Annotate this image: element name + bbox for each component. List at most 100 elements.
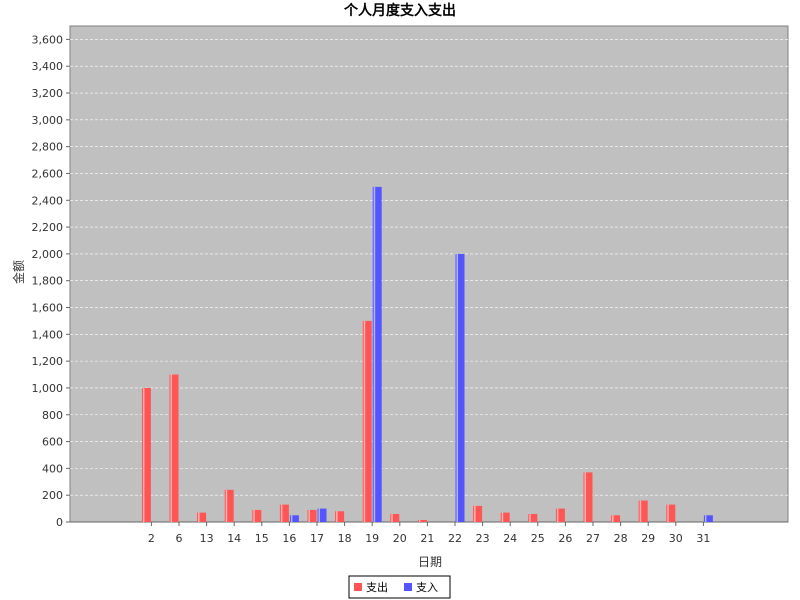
bar-income — [289, 515, 299, 522]
bar-expense — [390, 513, 400, 522]
x-axis: 2 6 13 14 15 16 17 18 19 20 21 22 23 24 25 26 27 28 29 30 31 — [70, 521, 788, 545]
x-tick-label: 30 — [669, 532, 683, 545]
bar-expense — [197, 512, 207, 522]
bar-expense — [362, 320, 372, 522]
bars — [141, 186, 713, 522]
legend-label: 支入 — [416, 581, 438, 594]
bar-highlight — [198, 512, 200, 522]
y-tick-label: 1,200 — [32, 355, 64, 368]
bar-highlight — [612, 515, 614, 522]
chart-title: 个人月度支入支出 — [343, 2, 456, 19]
bar-highlight — [253, 509, 255, 522]
y-tick-label: 0 — [56, 516, 63, 529]
bar-highlight — [290, 515, 293, 522]
y-tick-label: 1,800 — [32, 275, 64, 288]
bar-expense — [611, 515, 621, 522]
x-tick-label: 28 — [614, 532, 628, 545]
bar-highlight — [308, 509, 310, 522]
bar-highlight — [363, 320, 366, 522]
x-tick-label: 17 — [310, 532, 324, 545]
y-tick-label: 1,600 — [32, 302, 64, 315]
bar-highlight — [639, 500, 642, 522]
x-tick-label: 18 — [338, 532, 352, 545]
x-tick-label: 21 — [420, 532, 434, 545]
legend-swatch — [404, 583, 412, 591]
x-tick-label: 26 — [558, 532, 572, 545]
bar-highlight — [556, 508, 559, 522]
y-axis: 0 200 400 600 800 1,000 1,200 1,400 1,600 1,800 2,… — [32, 33, 70, 529]
bar-highlight — [142, 387, 145, 522]
bar-expense — [279, 504, 289, 522]
bar-expense — [307, 509, 317, 522]
legend-box — [348, 575, 451, 599]
bar-highlight — [391, 513, 393, 522]
bar-income — [703, 515, 713, 522]
bar-income — [317, 508, 327, 522]
plot-area — [69, 25, 789, 523]
y-tick-label: 2,000 — [32, 248, 64, 261]
x-tick-label: 22 — [448, 532, 462, 545]
x-tick-label: 24 — [503, 532, 517, 545]
x-tick-label: 19 — [365, 532, 379, 545]
x-tick-label: 23 — [476, 532, 490, 545]
bar-expense — [638, 500, 648, 522]
x-tick-label: 29 — [641, 532, 655, 545]
y-axis-label: 金额 — [11, 260, 26, 284]
bar-highlight — [667, 504, 669, 522]
bar-income — [455, 253, 465, 522]
x-tick-label: 14 — [227, 532, 241, 545]
y-tick-label: 1,400 — [32, 328, 64, 341]
bar-highlight — [584, 472, 586, 522]
y-tick-label: 2,600 — [32, 167, 64, 180]
bar-expense — [141, 387, 151, 522]
legend-swatch — [354, 583, 362, 591]
x-tick-label: 15 — [255, 532, 269, 545]
bar-expense — [666, 504, 676, 522]
y-tick-label: 600 — [42, 436, 63, 449]
bar-highlight — [456, 253, 458, 522]
x-tick-label: 20 — [393, 532, 407, 545]
x-tick-label: 2 — [148, 532, 155, 545]
bar-income — [372, 186, 382, 522]
bar-highlight — [704, 515, 707, 522]
bar-expense — [583, 472, 593, 522]
bar-highlight — [501, 512, 504, 522]
x-tick-label: 16 — [282, 532, 296, 545]
x-tick-label: 27 — [586, 532, 600, 545]
x-tick-label: 25 — [531, 532, 545, 545]
legend-label: 支出 — [366, 580, 388, 594]
bar-highlight — [170, 374, 172, 522]
bar-expense — [500, 512, 510, 522]
bar-highlight — [529, 513, 531, 522]
x-tick-label: 31 — [696, 532, 710, 545]
x-tick-label: 6 — [176, 532, 183, 545]
y-tick-label: 800 — [42, 409, 63, 422]
bar-highlight — [336, 511, 338, 522]
bar-expense — [555, 508, 565, 522]
y-tick-label: 3,000 — [32, 114, 64, 127]
y-tick-label: 3,200 — [32, 87, 64, 100]
y-tick-label: 200 — [42, 489, 63, 502]
bar-highlight — [280, 504, 283, 522]
bar-expense — [335, 511, 345, 522]
bar-highlight — [373, 186, 376, 522]
bar-expense — [528, 513, 538, 522]
legend: 支出 支入 — [348, 575, 451, 599]
bar-expense — [473, 505, 483, 522]
y-tick-label: 2,200 — [32, 221, 64, 234]
y-tick-label: 2,800 — [32, 141, 64, 154]
y-tick-label: 3,400 — [32, 60, 64, 73]
bar-highlight — [318, 508, 320, 522]
y-tick-label: 2,400 — [32, 194, 64, 207]
x-axis-label: 日期 — [418, 555, 442, 569]
x-tick-label: 13 — [200, 532, 214, 545]
y-tick-label: 3,600 — [32, 33, 64, 46]
bar-expense — [169, 374, 179, 522]
bar-highlight — [418, 519, 421, 522]
y-tick-label: 1,000 — [32, 382, 64, 395]
bar-expense — [252, 509, 262, 522]
y-tick-label: 400 — [42, 462, 63, 475]
bar-highlight — [225, 489, 228, 522]
bar-expense — [224, 489, 234, 522]
